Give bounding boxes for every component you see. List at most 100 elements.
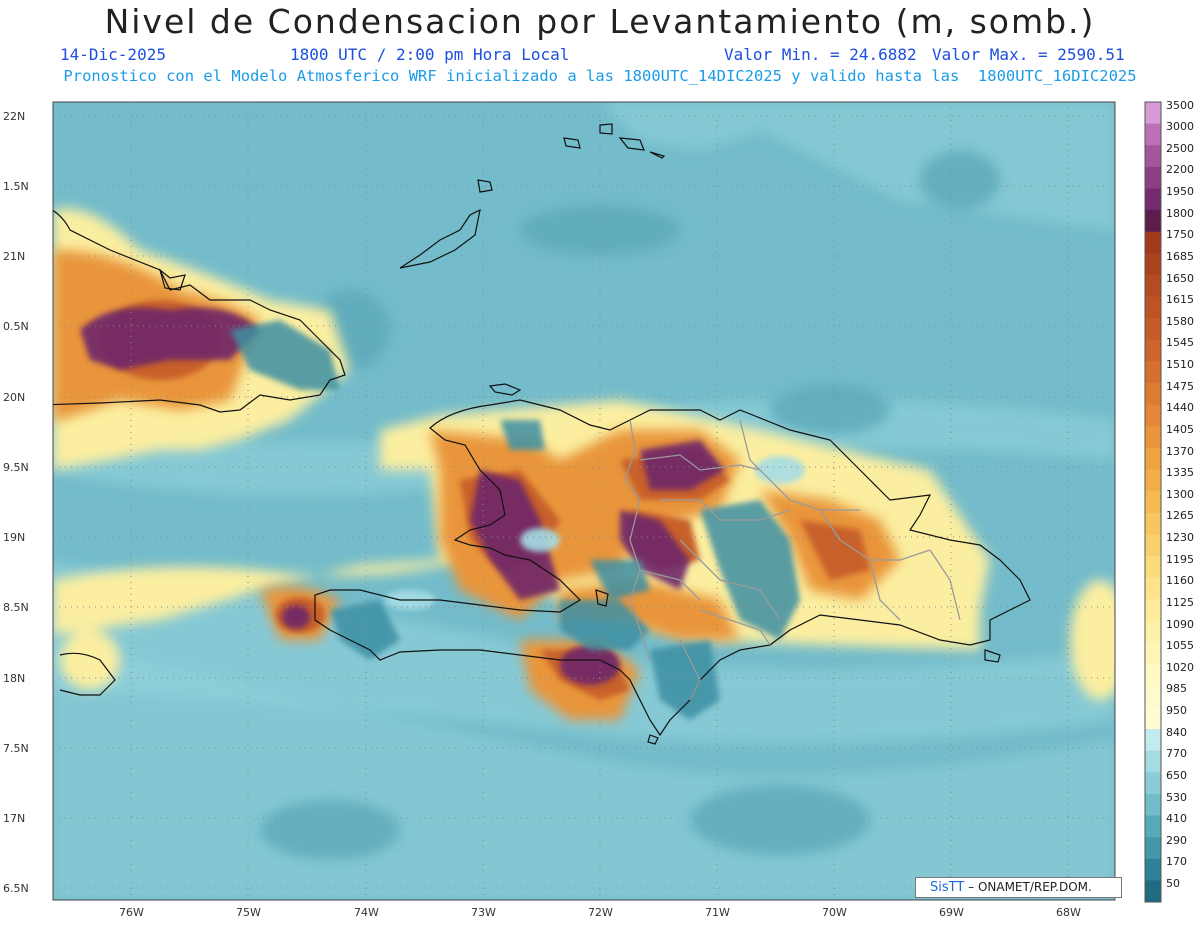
colorbar-label: 1335 (1166, 466, 1194, 480)
colorbar-swatch (1145, 534, 1161, 557)
colorbar-swatch (1145, 880, 1161, 903)
lat-label: 21N (3, 250, 26, 263)
forecast-description: Pronostico con el Modelo Atmosferico WRF… (63, 67, 1137, 85)
colorbar-label: 1510 (1166, 358, 1194, 372)
colorbar-label: 410 (1166, 812, 1187, 826)
colorbar-label: 1300 (1166, 487, 1194, 501)
colorbar-swatch (1145, 123, 1161, 146)
colorbar-label: 840 (1166, 725, 1187, 739)
colorbar-label: 1265 (1166, 509, 1194, 523)
colorbar-swatch (1145, 274, 1161, 298)
map-title: Nivel de Condensacion por Levantamiento … (104, 2, 1096, 41)
graticule (53, 102, 1115, 900)
colorbar-label: 1440 (1166, 401, 1194, 415)
colorbar-label: 1125 (1166, 595, 1194, 609)
colorbar-label: 1615 (1166, 293, 1194, 307)
colorbar-swatch (1145, 685, 1161, 708)
colorbar-label: 1580 (1166, 314, 1194, 328)
colorbar-label: 3000 (1166, 120, 1194, 134)
lat-label: 9.5N (3, 461, 29, 474)
credit-text: – ONAMET/REP.DOM. (968, 880, 1092, 894)
colorbar-swatch (1145, 837, 1161, 860)
lat-label: 0.5N (3, 320, 29, 333)
colorbar-swatch (1145, 772, 1161, 795)
colorbar-label: 1160 (1166, 574, 1194, 588)
lat-label: 6.5N (3, 882, 29, 895)
forecast-date: 14-Dic-2025 (60, 45, 166, 64)
colorbar-swatch (1145, 664, 1161, 687)
colorbar-swatch (1145, 210, 1161, 233)
lat-label: 7.5N (3, 742, 29, 755)
colorbar-swatch (1145, 383, 1161, 406)
lat-label: 18N (3, 672, 26, 685)
colorbar-swatch (1145, 188, 1161, 211)
colorbar-label: 170 (1166, 855, 1187, 869)
colorbar-swatch (1145, 491, 1161, 514)
colorbar-label: 1055 (1166, 639, 1194, 653)
colorbar-swatch (1145, 426, 1161, 449)
lat-label: 8.5N (3, 601, 29, 614)
credit-box: SisTT – ONAMET/REP.DOM. (915, 877, 1122, 898)
colorbar-label: 1405 (1166, 422, 1194, 436)
colorbar-label: 770 (1166, 747, 1187, 761)
colorbar-swatch (1145, 253, 1161, 276)
colorbar-swatch (1145, 729, 1161, 752)
lon-label: 69W (939, 906, 964, 919)
value-max: Valor Max. = 2590.51 (932, 45, 1125, 64)
colorbar-label: 1195 (1166, 552, 1194, 566)
colorbar-swatch (1145, 750, 1161, 773)
colorbar-label: 290 (1166, 833, 1187, 847)
colorbar-swatch (1145, 318, 1161, 341)
lcl-shading (53, 102, 1115, 900)
lat-label: 20N (3, 391, 26, 404)
colorbar-label: 3500 (1166, 98, 1194, 112)
colorbar-label: 985 (1166, 682, 1187, 696)
colorbar-swatch (1145, 858, 1161, 881)
colorbar-label: 2200 (1166, 163, 1194, 177)
colorbar-swatch (1145, 339, 1161, 362)
colorbar-label: 1370 (1166, 444, 1194, 458)
colorbar-swatch (1145, 577, 1161, 600)
colorbar-swatch (1145, 447, 1161, 471)
colorbar-swatch (1145, 145, 1161, 168)
colorbar-swatch (1145, 404, 1161, 427)
colorbar-swatch (1145, 793, 1161, 817)
lon-label: 70W (822, 906, 847, 919)
colorbar-label: 1230 (1166, 531, 1194, 545)
value-min: Valor Min. = 24.6882 (724, 45, 917, 64)
colorbar-swatch (1145, 361, 1161, 384)
colorbar-swatch (1145, 815, 1161, 838)
colorbar-label: 1650 (1166, 271, 1194, 285)
colorbar-swatch (1145, 469, 1161, 492)
lon-label: 75W (236, 906, 261, 919)
colorbar-label: 1800 (1166, 206, 1194, 220)
colorbar-label: 1020 (1166, 660, 1194, 674)
province-borders (624, 419, 961, 701)
colorbar-label: 1950 (1166, 185, 1194, 199)
colorbar-swatch (1145, 102, 1161, 125)
lat-label: 17N (3, 812, 26, 825)
lon-label: 74W (354, 906, 379, 919)
lon-label: 71W (705, 906, 730, 919)
colorbar-swatch (1145, 512, 1161, 535)
colorbar-label: 1750 (1166, 228, 1194, 242)
colorbar-swatch (1145, 166, 1161, 189)
colorbar-swatch (1145, 296, 1161, 319)
colorbar-label: 1090 (1166, 617, 1194, 631)
lat-label: 19N (3, 531, 26, 544)
colorbar-label: 1685 (1166, 249, 1194, 263)
colorbar-swatch (1145, 556, 1161, 579)
colorbar-swatch (1145, 599, 1161, 622)
lon-label: 68W (1056, 906, 1081, 919)
colorbar-label: 1475 (1166, 379, 1194, 393)
colorbar-label: 1545 (1166, 336, 1194, 350)
lon-label: 73W (471, 906, 496, 919)
colorbar-swatch (1145, 620, 1161, 644)
lon-label: 76W (119, 906, 144, 919)
forecast-time: 1800 UTC / 2:00 pm Hora Local (290, 45, 570, 64)
colorbar-label: 530 (1166, 790, 1187, 804)
colorbar-border (1144, 101, 1162, 903)
colorbar (1144, 101, 1162, 903)
sispi-logo: SisTT (930, 880, 965, 895)
